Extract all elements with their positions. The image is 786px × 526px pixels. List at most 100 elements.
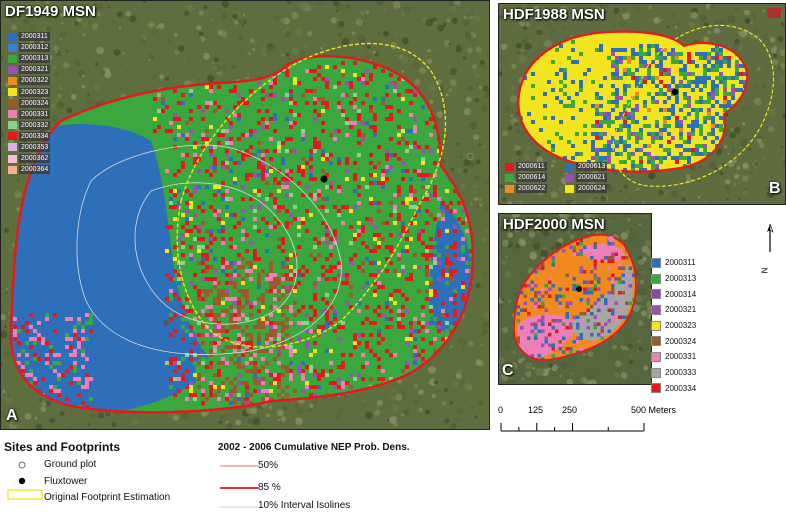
- legend-swatch: [651, 321, 661, 331]
- legend-entry-2000353: 2000353: [8, 142, 50, 153]
- legend-label: 2000322: [19, 76, 50, 85]
- legend-entry-2000323: 2000323: [651, 318, 696, 334]
- legend-swatch: [651, 258, 661, 268]
- legend-ground-plot: Ground plot: [44, 459, 96, 470]
- corner-feature: [767, 8, 781, 18]
- legend-entry-2000311: 2000311: [8, 31, 50, 42]
- legend-swatch: [505, 163, 514, 171]
- legend-isolines: 10% Interval Isolines: [258, 500, 350, 511]
- legend-label: 2000321: [19, 65, 50, 74]
- legend-swatch: [505, 185, 514, 193]
- fluxtower-marker: [576, 286, 582, 292]
- legend-label: 2000324: [665, 337, 696, 346]
- legend-swatch: [651, 383, 661, 393]
- legend-label: 2000611: [516, 162, 547, 171]
- legend-entry-2000624: 2000624: [565, 183, 625, 194]
- scale-tick-0: 0: [498, 405, 503, 415]
- legend-label: 2000313: [19, 54, 50, 63]
- legend-entry-2000362: 2000362: [8, 153, 50, 164]
- legend-swatch: [565, 185, 574, 193]
- legend-entry-2000313: 2000313: [651, 271, 696, 287]
- ground-plot-marker: [608, 236, 614, 242]
- legend-swatch: [565, 163, 574, 171]
- legend-entry-2000314: 2000314: [651, 286, 696, 302]
- scale-bar: 0 125 250 500 Meters: [498, 405, 668, 445]
- legend-entry-2000334: 2000334: [8, 131, 50, 142]
- legend-label: 2000362: [19, 154, 50, 163]
- legend-fluxtower: Fluxtower: [44, 476, 87, 487]
- legend-swatch: [651, 274, 661, 284]
- legend-entry-2000311: 2000311: [651, 255, 696, 271]
- legend-entry-2000364: 2000364: [8, 164, 50, 175]
- legend-sites-heading: Sites and Footprints: [4, 440, 120, 454]
- legend-label: 2000622: [516, 184, 547, 193]
- legend-swatch: [505, 174, 514, 182]
- legend-swatch: [8, 88, 17, 96]
- legend-entry-2000331: 2000331: [651, 349, 696, 365]
- legend-swatch: [8, 110, 17, 118]
- legend-entry-2000333: 2000333: [651, 365, 696, 381]
- legend-swatch: [8, 121, 17, 129]
- legend-nep-heading: 2002 - 2006 Cumulative NEP Prob. Dens.: [218, 442, 410, 453]
- legend-swatch: [8, 99, 17, 107]
- panel-b-letter: B: [769, 180, 781, 198]
- legend-entry-2000321: 2000321: [651, 302, 696, 318]
- legend-swatch: [8, 166, 17, 174]
- panel-c-map: HDF2000 MSN C: [498, 213, 652, 385]
- legend-entry-2000611: 2000611: [505, 161, 565, 172]
- legend-entry-2000324: 2000324: [651, 333, 696, 349]
- legend-footprint: Original Footprint Estimation: [44, 492, 170, 503]
- panel-c-letter: C: [502, 362, 514, 380]
- legend-swatch: [8, 66, 17, 74]
- panel-c-svg: [499, 214, 651, 384]
- legend-entry-2000322: 2000322: [8, 75, 50, 86]
- legend-label: 2000614: [516, 173, 547, 182]
- legend-swatch: [651, 336, 661, 346]
- north-label: N: [760, 268, 769, 274]
- legend-label: 2000312: [19, 43, 50, 52]
- legend-swatch: [8, 132, 17, 140]
- legend-label: 2000364: [19, 165, 50, 174]
- legend-entry-2000324: 2000324: [8, 98, 50, 109]
- legend-sites-symbols: [6, 456, 46, 526]
- legend-label: 2000313: [665, 274, 696, 283]
- legend-entry-2000313: 2000313: [8, 53, 50, 64]
- legend-swatch: [8, 143, 17, 151]
- legend-swatch: [651, 289, 661, 299]
- north-arrow: N: [760, 222, 780, 282]
- legend-label: 2000353: [19, 143, 50, 152]
- panel-c-legend: 2000311 2000313 2000314 2000321 2000323 20003…: [651, 255, 696, 396]
- legend-label: 2000314: [665, 290, 696, 299]
- panel-a-letter: A: [6, 407, 18, 425]
- panel-c-title: HDF2000 MSN: [503, 216, 605, 233]
- legend-entry-2000323: 2000323: [8, 86, 50, 97]
- panel-a-title: DF1949 MSN: [5, 3, 96, 20]
- panel-a-svg: [1, 1, 489, 429]
- legend-entry-2000614: 2000614: [505, 172, 565, 183]
- legend-nep-50: 50%: [258, 460, 278, 471]
- legend-entry-2000331: 2000331: [8, 109, 50, 120]
- legend-nep-85: 85 %: [258, 482, 281, 493]
- fluxtower-marker: [321, 176, 328, 183]
- scale-tick-500: 500 Meters: [631, 405, 676, 415]
- legend-entry-2000332: 2000332: [8, 120, 50, 131]
- legend-label: 2000621: [576, 173, 607, 182]
- legend-label: 2000323: [19, 88, 50, 97]
- legend-label: 2000331: [665, 352, 696, 361]
- legend-label: 2000321: [665, 305, 696, 314]
- scale-tick-250: 250: [562, 405, 577, 415]
- legend-swatch: [8, 55, 17, 63]
- legend-swatch: [651, 305, 661, 315]
- panel-b-title: HDF1988 MSN: [503, 6, 605, 23]
- legend-swatch: [565, 174, 574, 182]
- legend-swatch: [8, 44, 17, 52]
- legend-label: 2000334: [665, 384, 696, 393]
- legend-label: 2000331: [19, 110, 50, 119]
- scale-tick-125: 125: [528, 405, 543, 415]
- legend-label: 2000334: [19, 132, 50, 141]
- legend-swatch: [651, 368, 661, 378]
